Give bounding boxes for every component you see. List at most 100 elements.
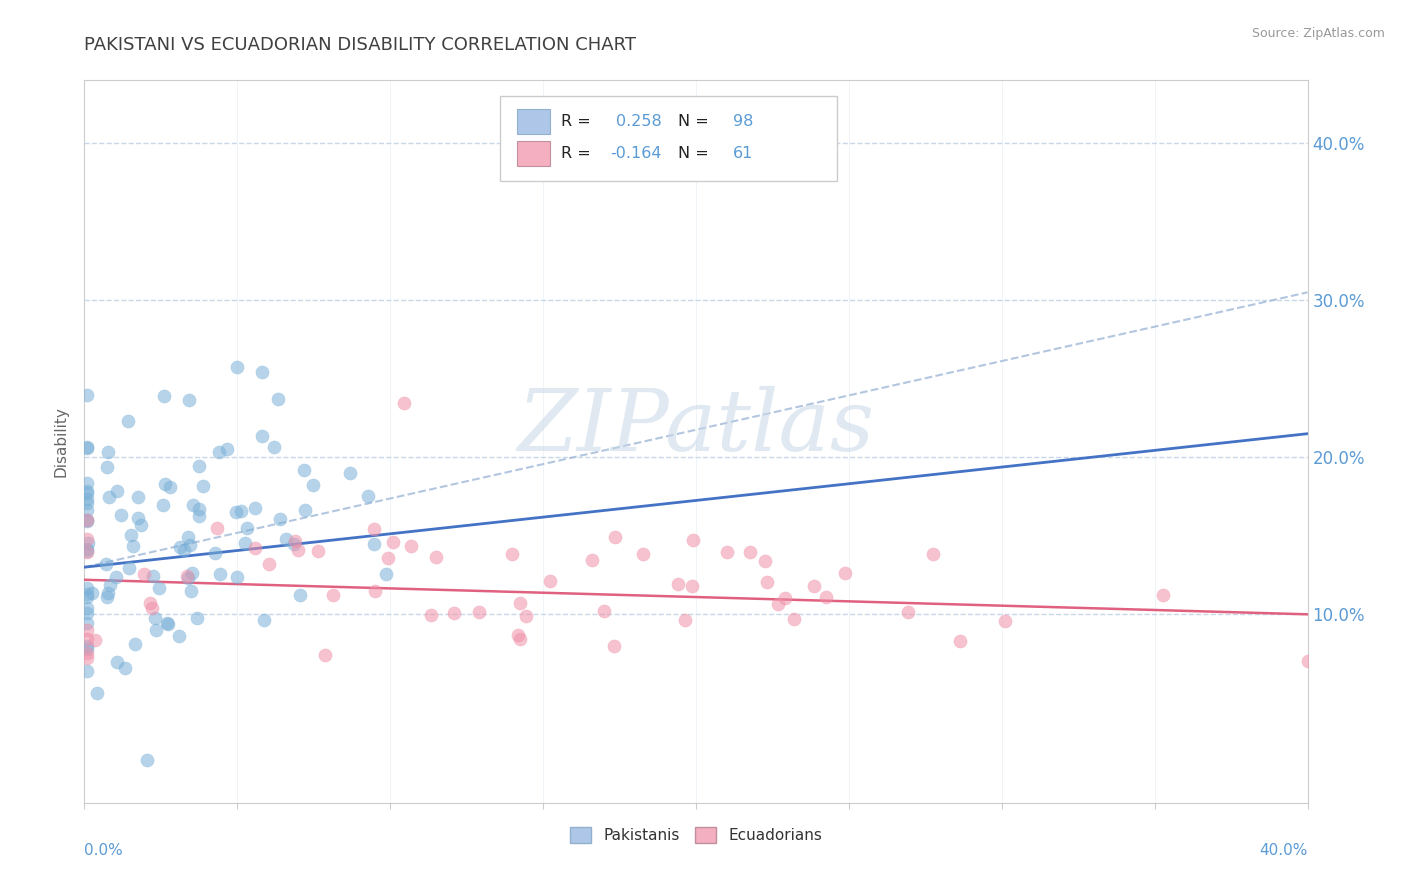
Point (76, 514, 98, 528)
Point (98, 578, 121, 592)
Point (225, 360, 247, 375)
Point (666, 576, 689, 591)
Point (294, 503, 316, 517)
Point (394, 396, 416, 410)
Point (177, 392, 200, 407)
Point (363, 522, 385, 536)
Point (233, 535, 256, 549)
Point (76, 496, 98, 510)
Text: PAKISTANI VS ECUADORIAN DISABILITY CORRELATION CHART: PAKISTANI VS ECUADORIAN DISABILITY CORRE… (84, 36, 637, 54)
Text: R =: R = (561, 145, 596, 161)
Point (443, 606, 465, 620)
Point (153, 477, 176, 491)
Point (314, 648, 336, 662)
Point (269, 512, 291, 526)
Point (76, 483, 98, 498)
Point (284, 534, 307, 549)
Text: Source: ZipAtlas.com: Source: ZipAtlas.com (1251, 27, 1385, 40)
Point (419, 608, 441, 623)
Point (118, 560, 141, 574)
Point (225, 505, 247, 519)
Point (110, 508, 132, 522)
Point (509, 596, 531, 610)
Point (76, 639, 98, 653)
Point (76, 503, 98, 517)
Point (105, 655, 128, 669)
Point (207, 445, 229, 459)
FancyBboxPatch shape (517, 141, 550, 166)
Point (180, 584, 202, 599)
Point (603, 639, 626, 653)
Point (205, 521, 228, 535)
Point (80, 586, 103, 600)
Text: 61: 61 (733, 145, 754, 161)
Point (263, 440, 285, 454)
Point (339, 467, 361, 481)
Point (681, 579, 703, 593)
Point (245, 500, 267, 515)
Point (141, 601, 163, 615)
Point (76, 641, 98, 656)
Point (142, 568, 165, 582)
Point (994, 615, 1017, 629)
Point (188, 458, 211, 473)
Point (129, 518, 152, 533)
Point (76, 513, 98, 527)
Point (290, 589, 312, 603)
Point (153, 389, 176, 403)
Point (145, 623, 167, 637)
Point (773, 591, 796, 605)
Point (274, 532, 297, 546)
Point (76, 476, 98, 491)
Point (364, 583, 387, 598)
Point (259, 557, 281, 571)
Point (76, 542, 98, 557)
Y-axis label: Disability: Disability (53, 406, 69, 477)
Point (508, 628, 530, 642)
Point (377, 550, 399, 565)
Point (509, 632, 531, 646)
Point (76, 441, 98, 455)
Point (86, 686, 108, 700)
Point (76, 486, 98, 500)
Point (756, 575, 779, 590)
Point (322, 588, 344, 602)
Point (538, 574, 561, 588)
Point (252, 429, 274, 443)
Point (399, 540, 422, 554)
Point (117, 414, 139, 428)
Point (76, 513, 98, 527)
Point (169, 540, 191, 554)
Text: ZIPatlas: ZIPatlas (517, 385, 875, 468)
Point (76, 491, 98, 506)
Point (97, 490, 120, 504)
Point (76, 545, 98, 559)
FancyBboxPatch shape (501, 96, 837, 181)
Point (236, 521, 259, 535)
Text: -0.164: -0.164 (610, 145, 662, 161)
Point (425, 549, 447, 564)
Point (138, 596, 160, 610)
Point (287, 543, 309, 558)
Point (124, 637, 146, 651)
Point (243, 541, 266, 555)
Text: 40.0%: 40.0% (1260, 843, 1308, 857)
Point (176, 568, 198, 582)
Point (581, 553, 603, 567)
Text: 0.0%: 0.0% (84, 843, 124, 857)
Point (834, 566, 856, 580)
Point (225, 569, 247, 583)
Point (173, 542, 195, 557)
Point (186, 611, 208, 625)
FancyBboxPatch shape (517, 109, 550, 134)
Point (631, 547, 654, 561)
Point (468, 605, 491, 619)
Point (152, 498, 174, 512)
Point (159, 480, 181, 494)
Point (374, 566, 396, 581)
Point (783, 612, 806, 626)
Text: R =: R = (561, 114, 596, 129)
Point (267, 392, 290, 406)
Point (188, 509, 211, 524)
Point (148, 582, 170, 596)
